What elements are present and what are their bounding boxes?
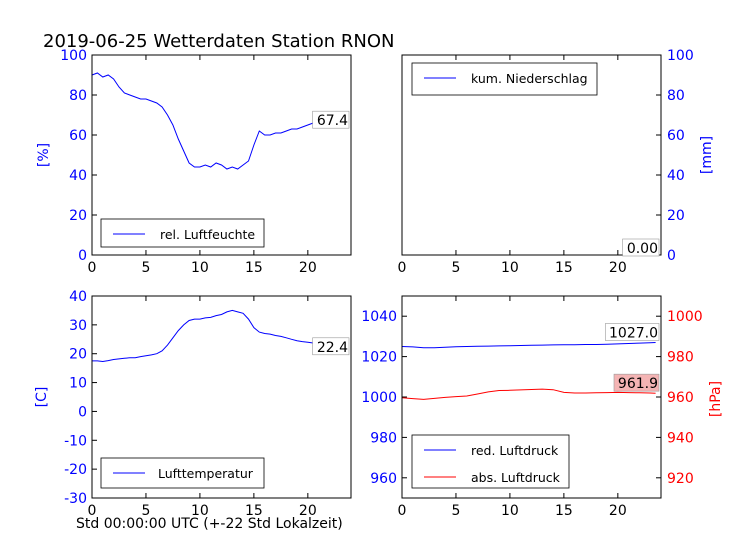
temperature-y-axis-label: [C] [34,387,50,408]
pressure-right-y-tick-label: 1000 [667,309,703,325]
precipitation-y-tick-label: 40 [667,168,685,184]
precipitation-value-box [622,238,660,257]
pressure-legend-label: abs. Luftdruck [471,470,561,485]
humidity-y-tick-label: 40 [69,168,87,184]
precipitation-value-label: 0.00 [627,241,658,257]
temperature-y-tick-label: 20 [69,347,87,363]
pressure-y-tick-label: 1040 [361,309,397,325]
pressure-right-y-tick-label: 960 [667,390,694,406]
humidity-x-tick-label: 5 [141,260,150,276]
temperature-x-tick-label: 15 [245,503,263,519]
pressure-abs-value-box [613,373,660,392]
pressure-x-tick-label: 15 [555,503,573,519]
temperature-legend-label: Lufttemperatur [158,466,254,481]
temperature-y-tick-label: -10 [64,433,87,449]
x-axis-label: Std 00:00:00 UTC (+-22 Std Lokalzeit) [76,516,343,532]
temperature-plot-frame [91,295,352,499]
precipitation-y-tick-label: 60 [667,128,685,144]
humidity-x-tick-label: 20 [299,260,317,276]
temperature-x-tick-label: 5 [141,503,150,519]
temperature-value-label: 22.4 [317,340,348,356]
precipitation-y-tick-label: 20 [667,208,685,224]
humidity-series-line [91,72,346,170]
humidity-y-tick-label: 20 [69,208,87,224]
temperature-x-tick-label: 20 [299,503,317,519]
temperature-y-tick-label: 30 [69,318,87,334]
pressure-right-y-tick-label: 980 [667,350,694,366]
precipitation-y-tick-label: 80 [667,88,685,104]
pressure-y-tick-label: 1020 [361,350,397,366]
humidity-x-tick-label: 15 [245,260,263,276]
humidity-legend-box [100,218,265,248]
pressure-red-value-label: 1027.0 [609,325,658,341]
precipitation-x-tick-label: 20 [609,260,627,276]
precipitation-x-tick-label: 15 [555,260,573,276]
humidity-y-axis-label: [%] [36,143,52,167]
pressure-legend-box [411,434,570,489]
precipitation-legend-label: kum. Niederschlag [471,71,588,86]
pressure-right-y-tick-label: 920 [667,471,694,487]
humidity-y-tick-label: 60 [69,128,87,144]
pressure-red-value-box [605,323,660,341]
humidity-x-tick-label: 10 [191,260,209,276]
humidity-x-tick-label: 0 [88,260,97,276]
humidity-y-tick-label: 80 [69,88,87,104]
humidity-plot-frame [91,54,352,256]
pressure-x-tick-label: 0 [398,503,407,519]
pressure-x-tick-label: 20 [609,503,627,519]
temperature-y-tick-label: -30 [64,491,87,507]
precipitation-y-axis-label: [mm] [699,136,715,174]
temperature-value-box [312,337,350,356]
chart-title: 2019-06-25 Wetterdaten Station RNON [43,31,395,52]
temperature-y-tick-label: 40 [69,289,87,305]
precipitation-y-tick-label: 0 [667,248,676,264]
precipitation-y-tick-label: 100 [667,48,694,64]
precipitation-legend-box [411,62,598,96]
pressure-abs-value-label: 961.9 [618,376,658,392]
pressure-legend-label: red. Luftdruck [471,443,559,458]
humidity-y-tick-label: 100 [60,48,87,64]
pressure-x-tick-label: 10 [501,503,519,519]
precipitation-plot-frame [401,54,662,256]
precipitation-x-tick-label: 0 [398,260,407,276]
pressure-y-tick-label: 980 [370,430,397,446]
pressure-y-tick-label: 1000 [361,390,397,406]
temperature-x-tick-label: 0 [88,503,97,519]
pressure-y-axis-label: [hPa] [708,381,724,417]
pressure-x-tick-label: 5 [451,503,460,519]
temperature-y-tick-label: 0 [78,404,87,420]
pressure-abs-series-line [401,388,656,400]
pressure-y-tick-label: 960 [370,471,397,487]
temperature-series-line [92,309,346,363]
humidity-legend-label: rel. Luftfeuchte [160,227,255,242]
temperature-y-tick-label: 10 [69,376,87,392]
precipitation-x-tick-label: 10 [501,260,519,276]
pressure-red-series-line [401,342,656,349]
humidity-value-label: 67.4 [317,113,348,129]
pressure-right-y-tick-label: 940 [667,430,694,446]
humidity-value-box [312,110,350,129]
humidity-y-tick-label: 0 [78,248,87,264]
temperature-y-tick-label: -20 [64,462,87,478]
precipitation-x-tick-label: 5 [451,260,460,276]
temperature-x-tick-label: 10 [191,503,209,519]
